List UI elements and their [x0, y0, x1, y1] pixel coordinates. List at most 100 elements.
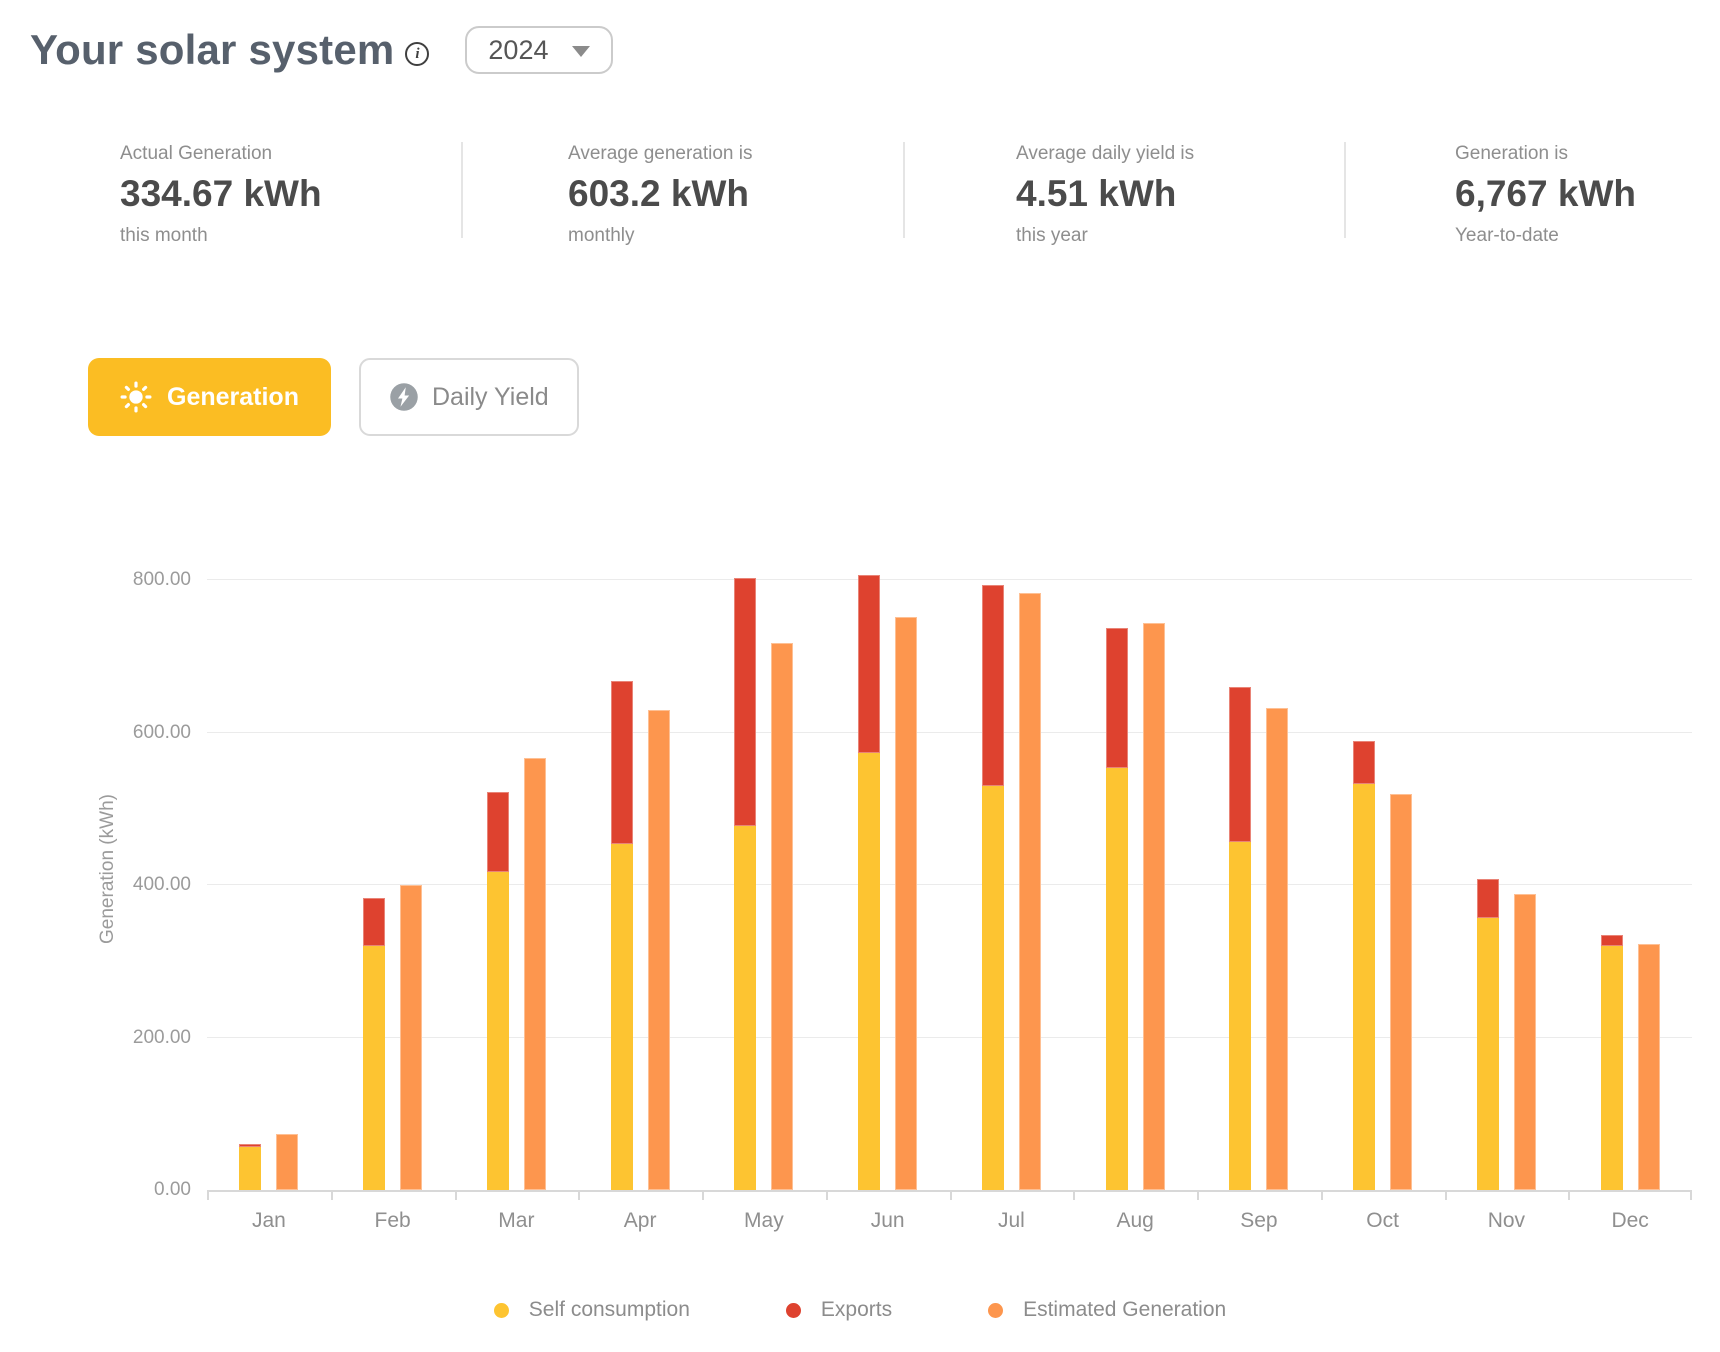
legend-label: Exports	[820, 1298, 893, 1321]
month-label: Apr	[623, 1209, 657, 1232]
bar-group-nov	[1445, 537, 1569, 1190]
bolt-icon	[389, 382, 419, 412]
stat-divider	[903, 142, 905, 238]
month-label: Mar	[498, 1209, 535, 1232]
stat-divider	[461, 142, 463, 238]
stat-period: this month	[120, 225, 208, 246]
y-tick-label: 600.00	[132, 721, 191, 743]
bar-group-oct	[1321, 537, 1445, 1190]
stat-period: this year	[1016, 225, 1088, 246]
gridline	[207, 1036, 1692, 1038]
bar-exports	[981, 584, 1004, 786]
x-axis-tick	[207, 1190, 209, 1200]
bar-group-jun	[826, 537, 950, 1190]
bar-group-sep	[1197, 537, 1321, 1190]
y-tick-label: 800.00	[132, 569, 191, 590]
month-label: Feb	[374, 1209, 411, 1232]
bar-exports	[239, 1143, 262, 1147]
bar-estimated-generation	[1266, 708, 1289, 1190]
tab-daily-yield[interactable]: Daily Yield	[358, 358, 579, 436]
stat-period: monthly	[568, 225, 635, 246]
legend-item-estimated-generation[interactable]: Estimated Generation	[988, 1298, 1226, 1322]
legend-dot	[493, 1302, 509, 1318]
y-tick-label: 400.00	[132, 874, 191, 895]
month-label: Aug	[1116, 1209, 1154, 1232]
bar-estimated-generation	[1637, 943, 1660, 1190]
stat-label: Generation is	[1455, 143, 1569, 164]
x-axis-tick	[1320, 1190, 1323, 1200]
bar-self-consumption	[1600, 946, 1623, 1190]
legend-label: Self consumption	[528, 1298, 690, 1321]
x-axis-tick	[454, 1190, 457, 1200]
bar-self-consumption	[734, 825, 757, 1190]
legend-label: Estimated Generation	[1023, 1298, 1227, 1321]
stacked-bar	[981, 584, 1004, 1190]
bar-exports	[363, 897, 386, 946]
month-label: Jan	[251, 1209, 286, 1232]
bar-group-aug	[1073, 537, 1197, 1190]
stacked-bar	[1229, 686, 1252, 1190]
bar-estimated-generation	[647, 709, 670, 1190]
tab-generation-label: Generation	[167, 382, 299, 411]
stat-generation-ytd: Generation is 6,767 kWh Year-to-date	[1455, 143, 1636, 247]
x-axis-tick	[949, 1190, 952, 1200]
plot-area: 0.00 200.00 400.00 600.00 800.00	[133, 537, 1692, 1200]
bar-group-may	[702, 537, 826, 1190]
x-axis-tick	[1073, 1190, 1076, 1200]
x-axis-tick	[1690, 1190, 1692, 1200]
bar-self-consumption	[1353, 784, 1376, 1190]
x-axis-labels: Jan Feb Mar Apr May Jun Jul Aug Sep Oct Nov Dec	[207, 1209, 1692, 1233]
stacked-bar	[1105, 628, 1128, 1190]
year-dropdown[interactable]: 2024	[465, 26, 614, 74]
bar-estimated-generation	[1390, 793, 1413, 1190]
stat-average-daily-yield: Average daily yield is 4.51 kWh this yea…	[1016, 143, 1194, 247]
stat-value: 4.51 kWh	[1016, 173, 1177, 214]
bar-self-consumption	[363, 946, 386, 1190]
bar-estimated-generation	[895, 616, 918, 1190]
bar-self-consumption	[610, 843, 633, 1190]
gridline	[207, 731, 1692, 733]
sun-icon	[120, 381, 152, 413]
y-tick-label: 200.00	[132, 1026, 191, 1048]
gridline	[207, 579, 1692, 580]
bar-self-consumption	[981, 785, 1004, 1190]
legend-dot	[785, 1302, 801, 1318]
tab-generation[interactable]: Generation	[88, 358, 331, 436]
x-axis-tick	[1444, 1190, 1447, 1200]
stacked-bar	[363, 897, 386, 1190]
stacked-bar	[1353, 740, 1376, 1190]
legend-item-self-consumption[interactable]: Self consumption	[493, 1298, 690, 1322]
bar-exports	[1476, 878, 1499, 918]
year-dropdown-value: 2024	[488, 34, 549, 65]
x-axis-tick	[1197, 1190, 1199, 1200]
stat-label: Actual Generation	[120, 143, 273, 164]
bar-group-mar	[455, 537, 579, 1190]
generation-chart: Generation (kWh) 0.00 200.00 400.00 600.00 8…	[0, 537, 1720, 1257]
chart-legend: Self consumption Exports Estimated Generat…	[0, 1298, 1720, 1322]
x-axis-tick	[825, 1190, 828, 1200]
bar-self-consumption	[858, 753, 881, 1190]
bar-group-feb	[331, 537, 455, 1190]
legend-dot	[988, 1302, 1004, 1318]
month-label: May	[744, 1209, 784, 1232]
x-axis-tick	[1568, 1190, 1571, 1200]
stat-divider	[1344, 142, 1346, 238]
bar-exports	[1600, 934, 1623, 946]
stat-average-generation: Average generation is 603.2 kWh monthly	[568, 143, 753, 247]
y-axis-title: Generation (kWh)	[97, 794, 118, 944]
x-axis-tick	[702, 1190, 704, 1200]
stat-period: Year-to-date	[1455, 225, 1559, 246]
bar-exports	[610, 680, 633, 844]
stat-label: Average daily yield is	[1016, 143, 1195, 164]
view-tabs: Generation Daily Yield	[88, 358, 579, 436]
gridline	[207, 884, 1692, 885]
bar-group-apr	[578, 537, 702, 1190]
info-icon[interactable]: i	[405, 42, 430, 66]
stacked-bar	[858, 574, 881, 1190]
stat-value: 334.67 kWh	[120, 173, 322, 214]
bar-group-dec	[1568, 537, 1692, 1190]
page-title: Your solar system	[30, 26, 395, 73]
month-label: Sep	[1240, 1209, 1278, 1232]
legend-item-exports[interactable]: Exports	[785, 1298, 893, 1322]
